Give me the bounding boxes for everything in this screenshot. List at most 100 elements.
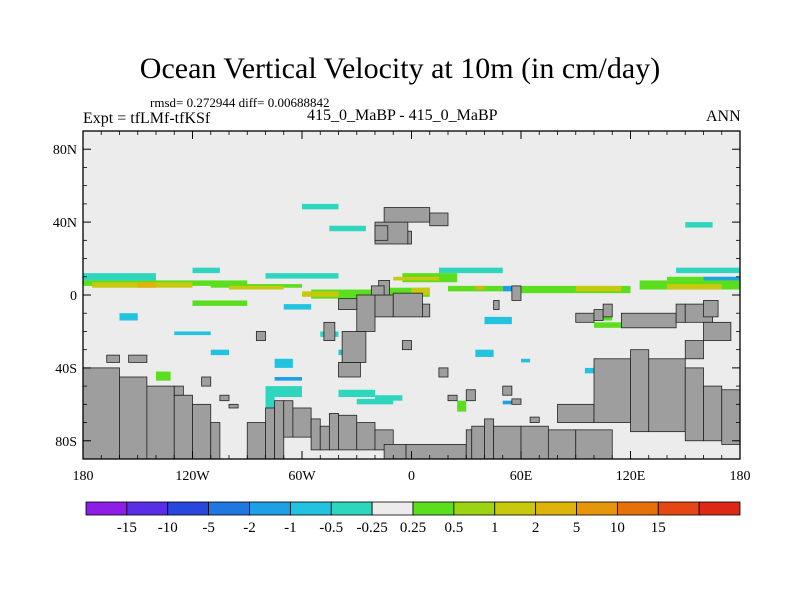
land-mask-cell [465,389,476,402]
y-tick-label: 80S [55,435,77,450]
velocity-anomaly-patch [667,276,731,281]
colorbar-swatch [249,501,291,516]
land-mask-cell [648,358,686,433]
land-mask-cell [684,367,704,442]
velocity-anomaly-patch [338,389,375,398]
land-mask-cell [323,321,336,341]
land-mask-cell [246,422,266,459]
colorbar-label: 0.5 [445,520,464,536]
land-mask-cell [405,444,467,459]
velocity-anomaly-patch [83,273,156,281]
land-mask-cell [575,312,595,323]
colorbar-swatch [126,501,169,516]
colorbar-swatch [535,501,577,516]
land-mask-cell [310,418,321,451]
land-mask-cell [471,425,485,459]
velocity-anomaly-patch [457,400,467,412]
velocity-anomaly-patch [375,395,403,401]
colorbar-label: -5 [202,520,215,536]
colorbar-swatch [453,501,496,516]
land-mask-cell [493,300,500,310]
land-mask-cell [675,303,686,323]
velocity-anomaly-patch [329,225,366,232]
land-mask-cell [520,425,549,459]
land-mask-cell [106,354,120,363]
velocity-anomaly-patch [411,287,430,295]
land-mask-cell [219,394,230,402]
velocity-anomaly-patch [475,349,494,357]
land-mask-cell [703,300,719,318]
colorbar-label: 0.25 [400,520,426,536]
land-mask-cell [338,414,358,451]
land-mask-cell [593,358,631,423]
colorbar-label: 15 [651,520,666,536]
colorbar-label: -0.25 [357,520,388,536]
season-label: ANN [706,108,741,125]
land-mask-cell [341,331,367,363]
velocity-anomaly-patch [274,377,302,381]
land-mask-cell [620,312,677,329]
land-mask-cell [173,394,193,459]
velocity-anomaly-patch [311,289,375,299]
x-tick-label: 60W [288,469,316,484]
stats-text: rmsd= 0.272944 diff= 0.00688842 [150,95,330,110]
land-mask-cell [146,385,175,459]
land-mask-cell [356,294,376,332]
y-tick-label: 80N [53,143,77,158]
velocity-anomaly-patch [475,285,485,290]
case-label: 415_0_MaBP - 415_0_MaBP [307,107,498,124]
velocity-anomaly-patch [393,276,439,281]
colorbar-label: -10 [158,520,178,536]
land-mask-cell [370,285,385,296]
land-mask-cell [401,340,412,351]
velocity-anomaly-patch [274,358,293,368]
colorbar-swatch [494,501,537,516]
velocity-anomaly-patch [192,300,248,306]
land-mask-cell [255,331,266,341]
velocity-anomaly-patch [265,273,339,279]
velocity-anomaly-patch [667,284,722,290]
land-mask-cell [493,425,522,459]
velocity-anomaly-patch [375,287,430,297]
colorbar-swatch [576,501,618,516]
land-mask-cell [356,422,376,451]
x-tick-label: 0 [408,469,415,484]
land-mask-cell [338,362,361,378]
colorbar-label: -1 [284,520,297,536]
velocity-anomaly-patch [174,331,211,336]
velocity-anomaly-patch [156,371,171,381]
land-mask-cell [511,398,522,405]
velocity-anomaly-patch [302,203,339,210]
y-tick-label: 40N [53,216,77,231]
land-mask-cell [447,394,458,402]
land-mask-cell [83,367,120,459]
colorbar-swatch [657,501,700,516]
land-mask-cell [703,385,723,442]
colorbar-swatch [412,501,455,516]
land-mask-cell [201,376,212,387]
colorbar-swatch [85,501,128,516]
y-tick-label: 40S [55,362,77,377]
velocity-anomaly-patch [575,285,622,292]
colorbar-label: -2 [243,520,256,536]
land-mask-cell [575,429,613,459]
colorbar-label: -0.5 [319,520,343,536]
colorbar-label: 10 [610,520,625,536]
velocity-anomaly-patch [703,276,740,281]
colorbar-label: 5 [573,520,581,536]
velocity-anomaly-patch [283,304,312,310]
land-mask-cell [484,418,495,459]
land-mask-cell [319,425,330,451]
velocity-anomaly-patch [484,316,512,325]
colorbar-label: 2 [532,520,540,536]
land-mask-cell [383,444,407,459]
land-mask-cell [338,298,358,310]
x-tick-label: 180 [73,469,94,484]
velocity-anomaly-patch [594,322,622,328]
experiment-label: Expt = tfLMf-tfKSf [83,110,211,127]
land-mask-cell [119,376,148,459]
velocity-anomaly-patch [685,222,713,228]
colorbar-swatch [371,501,414,516]
x-tick-label: 180 [730,469,751,484]
velocity-anomaly-patch [119,313,138,321]
